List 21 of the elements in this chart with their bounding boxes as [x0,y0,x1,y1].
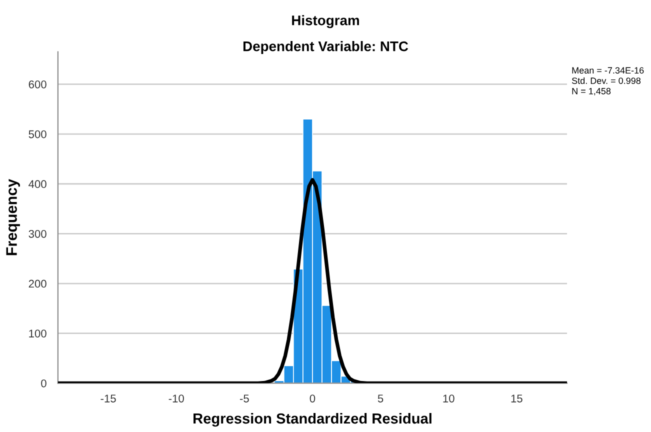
y-tick-label: 300 [28,230,46,238]
x-tick-label: -15 [100,394,116,402]
x-tick-label: 15 [511,394,522,402]
y-axis-title: Frequency [6,178,20,256]
x-tick-label: -10 [168,394,184,402]
x-tick-label: 5 [378,394,384,402]
x-tick-label: 10 [443,394,454,402]
text: N = 1,458 [572,88,611,96]
y-tick-label: 100 [29,330,46,338]
x-axis-title: Regression Standardized Residual [194,412,432,427]
y-tick-label: 500 [28,130,46,138]
y-tick-label: 0 [41,379,46,388]
x-tick-label: 0 [310,394,316,402]
chart-subtitle: Dependent Variable: NTC [243,41,408,54]
text: Std. Dev. = 0.998 [572,77,641,84]
x-tick-label: -5 [240,394,249,402]
y-tick-label: 600 [28,80,46,88]
text: Mean = -7.34E-16 [572,67,644,74]
y-tick-label: 200 [28,280,46,288]
y-tick-label: 400 [28,180,46,188]
chart-title: Histogram [292,15,359,28]
